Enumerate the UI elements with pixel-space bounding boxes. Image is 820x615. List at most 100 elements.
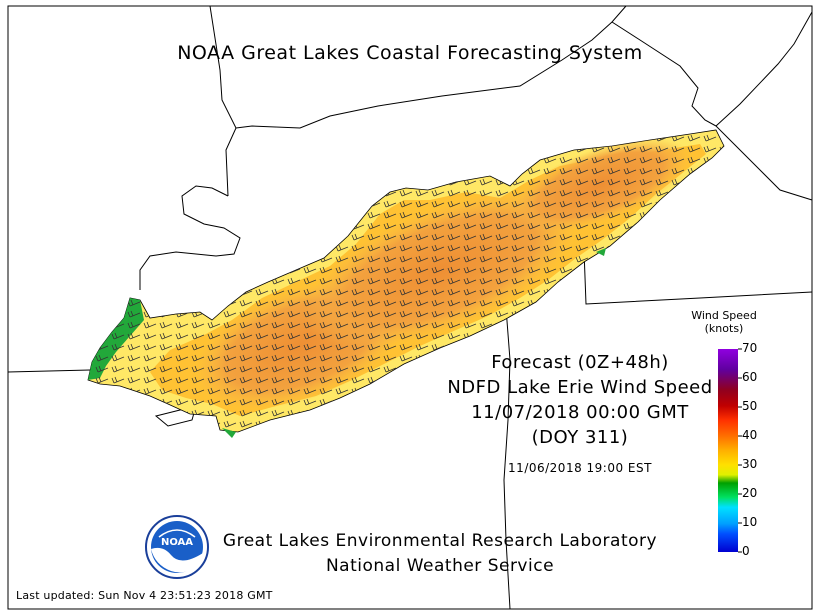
wind-barb-icon bbox=[127, 167, 141, 175]
wind-barb-icon bbox=[447, 321, 461, 329]
colorbar-gradient bbox=[718, 349, 738, 552]
wind-barb-icon bbox=[415, 288, 429, 296]
wind-barb-icon bbox=[111, 233, 125, 241]
wind-barb-icon bbox=[383, 156, 397, 164]
wind-barb-icon bbox=[463, 130, 477, 131]
wind-barb-icon bbox=[479, 266, 493, 274]
wind-barb-icon bbox=[175, 332, 189, 340]
wind-barb-icon bbox=[319, 420, 333, 428]
wind-barb-icon bbox=[239, 200, 253, 208]
wind-barb-icon bbox=[319, 130, 333, 131]
wind-barb-icon bbox=[207, 145, 221, 153]
wind-barb-icon bbox=[559, 167, 573, 175]
wind-barb-icon bbox=[255, 365, 269, 373]
wind-barb-icon bbox=[655, 255, 669, 263]
wind-barb-icon bbox=[271, 255, 285, 263]
wind-barb-icon bbox=[127, 178, 141, 186]
wind-barb-icon bbox=[207, 376, 221, 384]
wind-barb-icon bbox=[351, 365, 365, 373]
wind-barb-icon bbox=[319, 431, 333, 432]
wind-barb-icon bbox=[111, 310, 125, 318]
wind-barb-icon bbox=[287, 376, 301, 384]
wind-barb-icon bbox=[367, 431, 381, 432]
wind-barb-icon bbox=[575, 189, 589, 197]
wind-barb-icon bbox=[607, 167, 621, 175]
wind-barb-icon bbox=[335, 299, 349, 307]
wind-barb-icon bbox=[623, 310, 637, 318]
wind-barb-icon bbox=[367, 299, 381, 307]
wind-barb-icon bbox=[687, 130, 701, 131]
wind-barb-icon bbox=[687, 233, 701, 241]
wind-barb-icon bbox=[415, 244, 429, 252]
wind-barb-icon bbox=[287, 387, 301, 395]
wind-barb-icon bbox=[351, 200, 365, 208]
wind-barb-icon bbox=[607, 130, 621, 131]
wind-barb-icon bbox=[607, 332, 621, 340]
wind-barb-icon bbox=[287, 167, 301, 175]
wind-barb-icon bbox=[607, 156, 621, 164]
wind-barb-icon bbox=[127, 145, 141, 153]
wind-barb-icon bbox=[191, 145, 205, 153]
wind-barb-icon bbox=[511, 211, 525, 219]
wind-barb-icon bbox=[655, 343, 669, 351]
wind-barb-icon bbox=[575, 167, 589, 175]
wind-barb-icon bbox=[383, 299, 397, 307]
wind-barb-icon bbox=[223, 376, 237, 384]
wind-barb-icon bbox=[351, 288, 365, 296]
wind-barb-icon bbox=[447, 255, 461, 263]
wind-barb-icon bbox=[671, 211, 685, 219]
wind-barb-icon bbox=[303, 343, 317, 351]
wind-barb-icon bbox=[495, 233, 509, 241]
wind-barb-icon bbox=[479, 288, 493, 296]
wind-barb-icon bbox=[543, 310, 557, 318]
wind-barb-icon bbox=[719, 200, 724, 208]
wind-barb-icon bbox=[143, 189, 157, 197]
wind-barb-icon bbox=[191, 189, 205, 197]
wind-barb-icon bbox=[367, 244, 381, 252]
wind-barb-icon bbox=[399, 343, 413, 351]
legend-title-line2: (knots) bbox=[704, 322, 744, 335]
wind-barb-icon bbox=[255, 145, 269, 153]
wind-barb-icon bbox=[159, 288, 173, 296]
wind-barb-icon bbox=[383, 145, 397, 153]
wind-barb-icon bbox=[399, 167, 413, 175]
wind-barb-icon bbox=[511, 277, 525, 285]
wind-barb-icon bbox=[127, 398, 141, 406]
wind-barb-icon bbox=[399, 321, 413, 329]
wind-barb-icon bbox=[607, 288, 621, 296]
wind-barb-icon bbox=[447, 299, 461, 307]
wind-barb-icon bbox=[335, 332, 349, 340]
wind-barb-icon bbox=[239, 310, 253, 318]
wind-barb-icon bbox=[367, 156, 381, 164]
wind-barb-icon bbox=[335, 134, 349, 142]
wind-barb-icon bbox=[591, 343, 605, 351]
wind-barb-icon bbox=[95, 244, 109, 252]
wind-barb-icon bbox=[383, 310, 397, 318]
wind-barb-icon bbox=[143, 332, 157, 340]
wind-barb-icon bbox=[319, 321, 333, 329]
wind-barb-icon bbox=[319, 266, 333, 274]
wind-barb-icon bbox=[95, 134, 109, 142]
wind-barb-icon bbox=[383, 354, 397, 362]
wind-barb-icon bbox=[287, 365, 301, 373]
wind-barb-icon bbox=[719, 266, 724, 274]
wind-barb-icon bbox=[463, 343, 477, 351]
wind-barb-icon bbox=[111, 200, 125, 208]
wind-barb-icon bbox=[159, 244, 173, 252]
wind-barb-icon bbox=[207, 288, 221, 296]
wind-barb-icon bbox=[607, 233, 621, 241]
wind-barb-icon bbox=[143, 244, 157, 252]
wind-barb-icon bbox=[111, 145, 125, 153]
wind-barb-icon bbox=[351, 354, 365, 362]
wind-barb-icon bbox=[143, 266, 157, 274]
wind-barb-icon bbox=[719, 299, 724, 307]
legend-tick-label: 70 bbox=[742, 341, 758, 355]
wind-barb-icon bbox=[543, 299, 557, 307]
wind-barb-icon bbox=[415, 266, 429, 274]
wind-barb-icon bbox=[255, 387, 269, 395]
wind-barb-icon bbox=[239, 233, 253, 241]
wind-barb-icon bbox=[479, 156, 493, 164]
wind-barb-icon bbox=[159, 299, 173, 307]
wind-barb-icon bbox=[655, 178, 669, 186]
wind-barb-icon bbox=[351, 398, 365, 406]
